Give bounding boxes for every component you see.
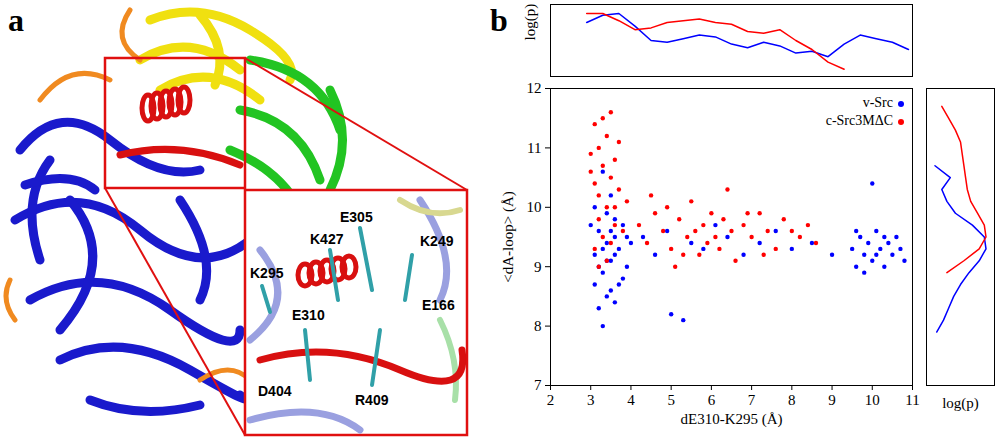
svg-text:2: 2	[547, 392, 555, 408]
svg-text:11: 11	[527, 140, 541, 156]
svg-text:K427: K427	[310, 231, 344, 247]
svg-text:log(p): log(p)	[522, 4, 539, 41]
svg-text:7: 7	[748, 392, 756, 408]
svg-text:K295: K295	[250, 265, 284, 281]
html-text:b: b	[490, 2, 508, 38]
svg-text:5: 5	[667, 392, 675, 408]
svg-text:K249: K249	[420, 233, 454, 249]
svg-text:6: 6	[708, 392, 716, 408]
svg-text:4: 4	[627, 392, 635, 408]
svg-text:9: 9	[534, 259, 542, 275]
svg-text:<dA-loop> (Å): <dA-loop> (Å)	[500, 191, 517, 283]
svg-text:11: 11	[905, 392, 919, 408]
svg-text:E310: E310	[292, 307, 325, 323]
svg-text:E166: E166	[422, 297, 455, 313]
html-text:c-Src3MΔC: c-Src3MΔC	[825, 113, 893, 128]
svg-text:10: 10	[527, 199, 542, 215]
svg-text:3: 3	[587, 392, 595, 408]
svg-text:D404: D404	[258, 383, 292, 399]
svg-text:8: 8	[788, 392, 796, 408]
svg-text:log(p): log(p)	[942, 395, 979, 412]
svg-text:R409: R409	[355, 392, 389, 408]
html-text:v-Src: v-Src	[862, 95, 893, 110]
svg-text:dE310-K295 (Å): dE310-K295 (Å)	[680, 411, 782, 428]
html-text:a: a	[8, 2, 24, 38]
svg-text:10: 10	[865, 392, 880, 408]
svg-text:9: 9	[828, 392, 836, 408]
svg-text:12: 12	[527, 80, 542, 96]
svg-text:E305: E305	[340, 209, 373, 225]
svg-text:8: 8	[534, 318, 542, 334]
svg-text:7: 7	[534, 377, 542, 393]
